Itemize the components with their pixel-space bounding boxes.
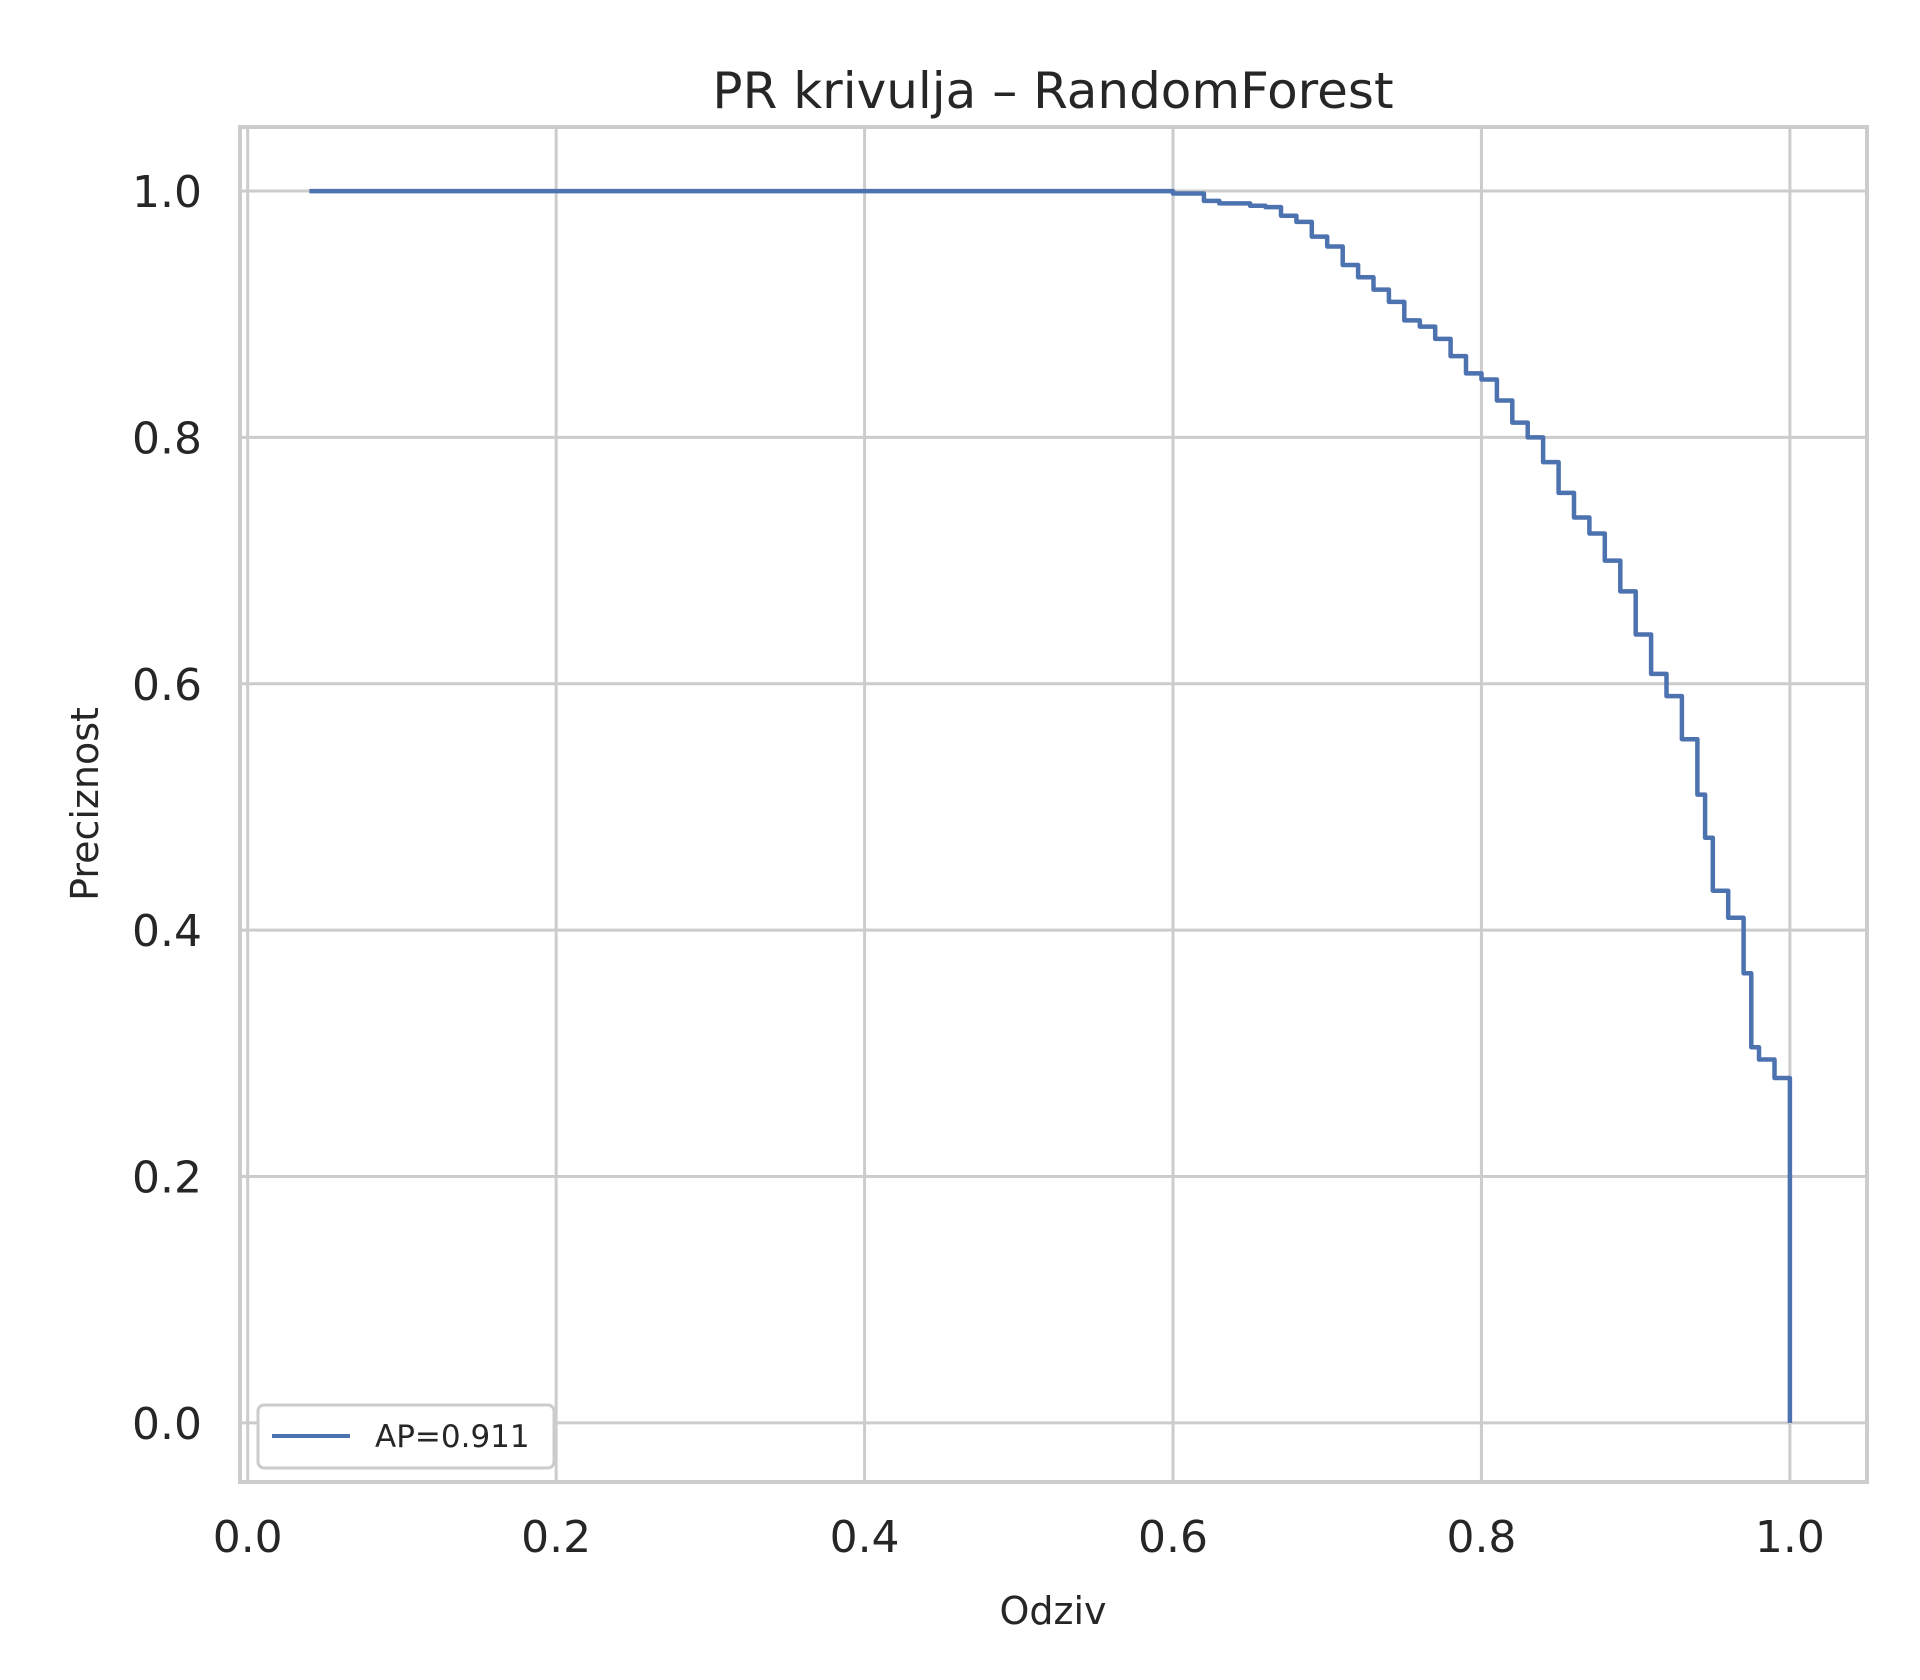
y-tick-label: 0.2: [132, 1153, 202, 1204]
x-tick-label: 0.8: [1446, 1512, 1516, 1563]
x-tick-label: 0.2: [521, 1512, 591, 1563]
legend-box: [256, 1403, 556, 1470]
plot-background: [240, 127, 1867, 1482]
pr-curve-line: [309, 188, 1793, 1423]
x-tick-label: 0.4: [830, 1512, 900, 1563]
x-tick-label: 0.0: [213, 1512, 283, 1563]
y-tick-label: 0.4: [132, 906, 202, 957]
series-layer: [309, 188, 1793, 1423]
y-tick-label: 0.8: [132, 413, 202, 464]
legend: AP=0.911: [256, 1403, 556, 1470]
y-tick-label: 0.6: [132, 660, 202, 711]
chart-title: PR krivulja – RandomForest: [712, 62, 1393, 120]
x-tick-label: 1.0: [1755, 1512, 1825, 1563]
x-axis-label: Odziv: [999, 1589, 1106, 1633]
plot-frame: [238, 125, 1869, 1484]
y-tick-label: 1.0: [132, 167, 202, 218]
legend-entry-label: AP=0.911: [375, 1419, 530, 1455]
tick-labels: 0.0 0.2 0.4 0.6 0.8 1.0 0.0 0.2 0.4 0.6 0.8 1.0: [132, 167, 1825, 1563]
y-axis-label: Preciznost: [63, 707, 107, 901]
y-tick-label: 0.0: [132, 1399, 202, 1450]
x-tick-label: 0.6: [1138, 1512, 1208, 1563]
